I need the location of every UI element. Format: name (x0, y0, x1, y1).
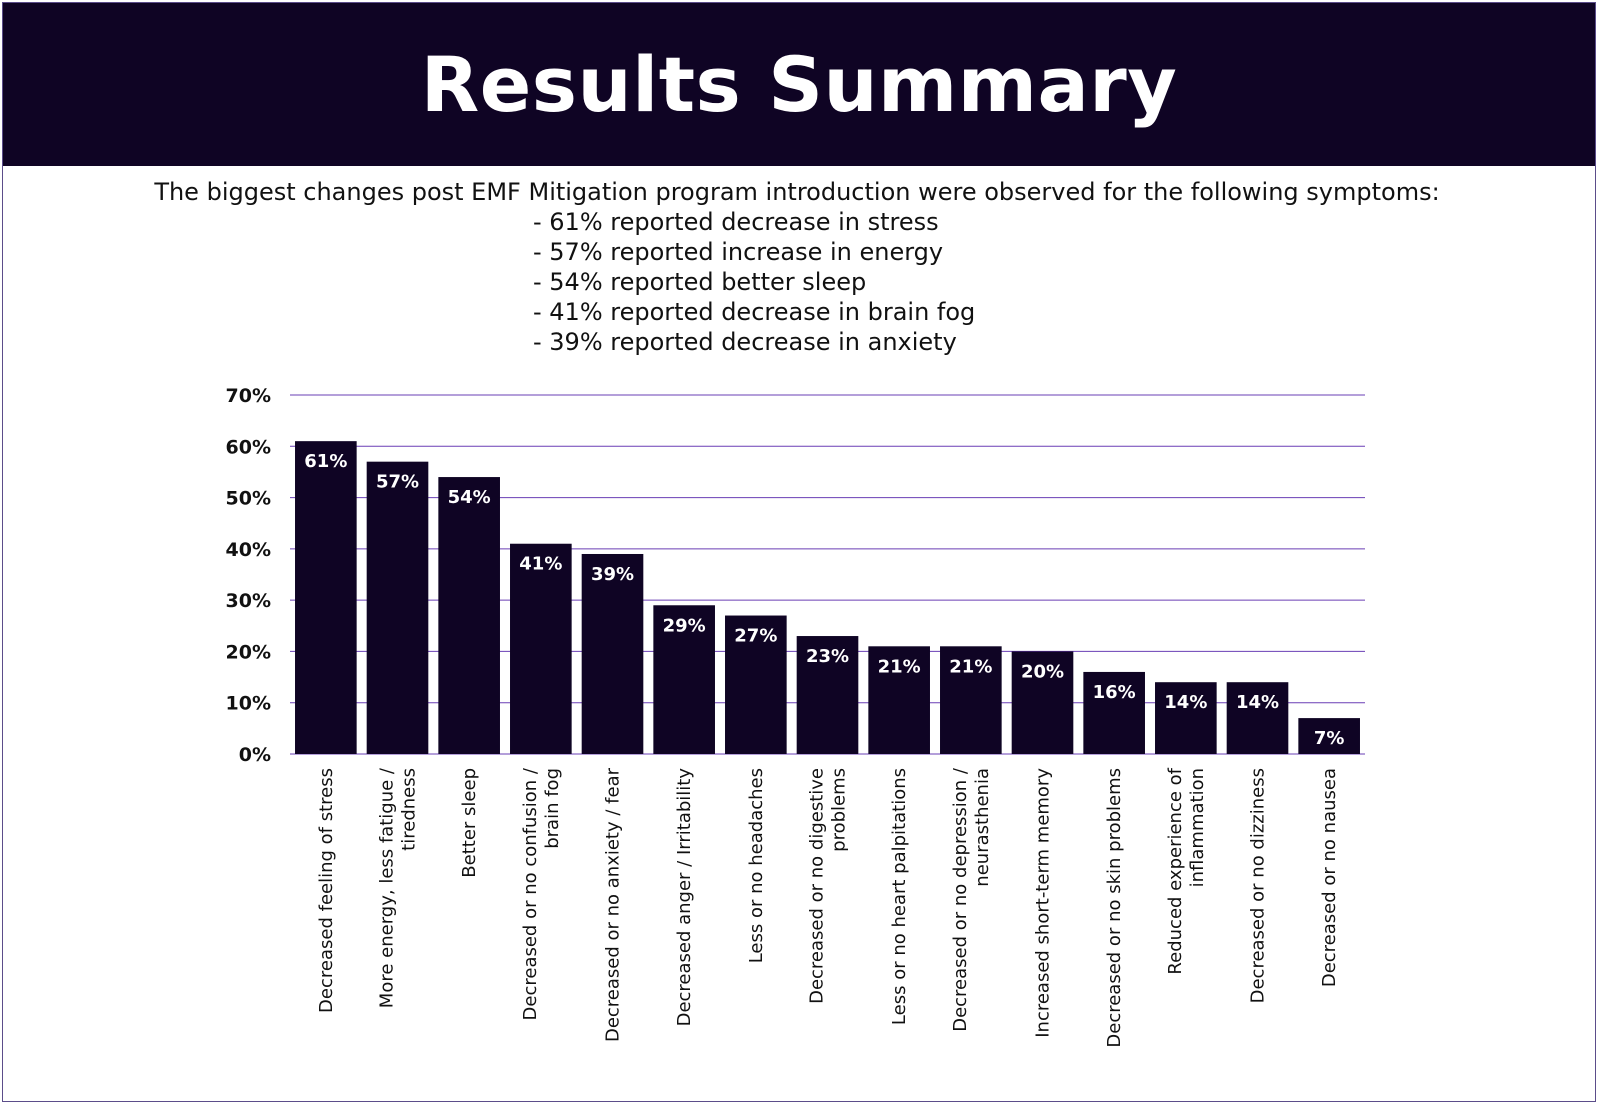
finding-item: - 57% reported increase in energy (533, 238, 944, 266)
bar (295, 441, 357, 754)
category-label: Decreased or no dizziness (1248, 768, 1269, 1003)
finding-item: - 39% reported decrease in anxiety (533, 328, 957, 356)
bar (366, 461, 429, 754)
findings-list: - 61% reported decrease in stress - 57% … (533, 207, 975, 357)
data-label: 27% (734, 626, 777, 647)
data-label: 23% (806, 646, 849, 667)
category-label: Decreased feeling of stress (316, 768, 337, 1013)
bar (1298, 718, 1360, 754)
data-label: 29% (663, 615, 706, 636)
intro-text: The biggest changes post EMF Mitigation … (154, 178, 1440, 206)
bar (1083, 671, 1145, 754)
bar (725, 615, 787, 754)
y-tick-label: 60% (226, 436, 271, 458)
bar (581, 553, 644, 754)
y-tick-label: 20% (226, 641, 271, 663)
category-label: More energy, less fatigue /tiredness (377, 767, 420, 1008)
category-label: Better sleep (459, 768, 480, 878)
data-label: 21% (949, 656, 992, 677)
bar (796, 636, 859, 754)
data-label: 41% (519, 554, 562, 575)
data-label: 16% (1093, 682, 1136, 703)
bar (940, 646, 1002, 754)
bar (1155, 682, 1217, 754)
bar (1011, 651, 1074, 754)
bar (438, 477, 500, 754)
category-label: Decreased or no digestiveproblems (807, 768, 850, 1004)
category-label: Decreased or no nausea (1319, 768, 1340, 987)
data-label: 39% (591, 564, 634, 585)
data-label: 14% (1236, 692, 1279, 713)
y-tick-label: 70% (226, 385, 271, 407)
header-banner: Results Summary (3, 3, 1595, 166)
category-label: Decreased or no skin problems (1104, 768, 1125, 1048)
finding-item: - 41% reported decrease in brain fog (533, 298, 976, 326)
finding-item: - 54% reported better sleep (533, 268, 867, 296)
y-tick-label: 10% (226, 693, 271, 715)
bar (653, 605, 715, 754)
data-label: 61% (304, 451, 347, 472)
data-label: 21% (878, 656, 921, 677)
category-label: Less or no headaches (746, 768, 767, 963)
bar (1226, 682, 1289, 754)
category-label: Less or no heart palpitations (889, 768, 910, 1025)
bar (510, 543, 572, 754)
y-tick-label: 30% (226, 590, 271, 612)
data-label: 14% (1164, 692, 1207, 713)
page-title: Results Summary (420, 40, 1178, 129)
data-label: 54% (448, 487, 491, 508)
category-label: Decreased or no confusion /brain fog (520, 767, 563, 1020)
category-label: Decreased or no anxiety / fear (603, 767, 624, 1042)
category-label: Decreased anger / Irritability (674, 768, 695, 1027)
data-label: 7% (1314, 728, 1345, 749)
finding-item: - 61% reported decrease in stress (533, 208, 939, 236)
data-label: 57% (376, 472, 419, 493)
bar (868, 646, 930, 754)
data-label: 20% (1021, 661, 1064, 682)
y-tick-label: 0% (239, 744, 271, 766)
y-tick-label: 50% (226, 488, 271, 510)
category-label: Reduced experience ofinflammation (1165, 767, 1208, 974)
category-label: Decreased or no depression /neurasthenia (950, 767, 993, 1032)
category-label: Increased short-term memory (1033, 768, 1054, 1038)
y-tick-label: 40% (226, 539, 271, 561)
